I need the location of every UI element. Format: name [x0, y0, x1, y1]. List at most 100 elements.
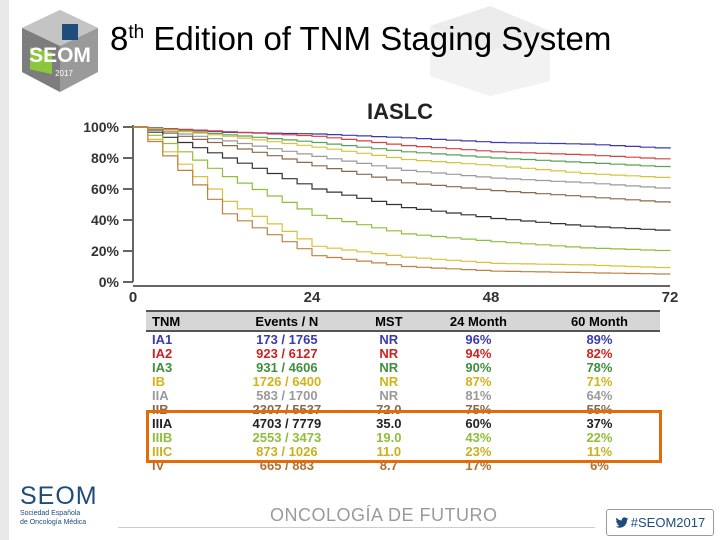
survival-60-month-cell: 55% — [586, 401, 613, 417]
mst-cell: 19.0 — [376, 429, 402, 445]
events-cell: 665 / 883 — [259, 457, 314, 471]
column-header-24-month: 24 Month — [417, 310, 539, 332]
survival-curve-iiic — [133, 126, 671, 269]
column-header-events: Events / N — [214, 310, 360, 332]
column-header-tnm: TNM — [146, 310, 214, 332]
survival-60-month-cell: 89% — [586, 331, 613, 347]
y-tick-label: 20% — [91, 243, 120, 259]
table-row: IA2 923 / 6127 NR 94% 82% — [146, 346, 660, 360]
survival-60-month-cell: 64% — [586, 387, 613, 403]
survival-curve-ia2 — [133, 126, 671, 160]
tnm-cell: IIIA — [152, 415, 173, 431]
survival-24-month-cell: 43% — [465, 429, 492, 445]
title-text: Edition of TNM Staging System — [144, 20, 612, 57]
title-superscript: th — [128, 22, 145, 43]
survival-curve-iiib — [133, 126, 671, 252]
tnm-cell: IIA — [152, 387, 169, 403]
footer-divider — [118, 527, 595, 528]
survival-60-month-cell: 82% — [586, 345, 613, 361]
tnm-cell: IIIB — [152, 429, 173, 445]
tnm-cell: IA3 — [152, 359, 173, 375]
survival-60-month-cell: 6% — [590, 457, 609, 471]
survival-24-month-cell: 87% — [465, 373, 492, 389]
logo-year-text: 2017 — [55, 69, 73, 78]
survival-60-month-cell: 71% — [586, 373, 613, 389]
logo-seom-text: SEOM — [29, 44, 91, 67]
tnm-cell: IIIC — [152, 443, 173, 459]
survival-60-month-cell: 78% — [586, 359, 613, 375]
seom-footer-name: SEOM — [20, 482, 98, 510]
events-cell: 2307 / 5537 — [252, 401, 322, 417]
survival-curve-ia3 — [133, 126, 671, 168]
survival-24-month-cell: 23% — [465, 443, 492, 459]
mst-cell: 8.7 — [379, 457, 398, 471]
events-cell: 1726 / 6400 — [252, 373, 322, 389]
mst-cell: 35.0 — [376, 415, 402, 431]
survival-24-month-cell: 94% — [465, 345, 492, 361]
tnm-cell: IB — [152, 373, 165, 389]
table-row: IA1 173 / 1765 NR 96% 89% — [146, 331, 660, 346]
y-tick-label: 40% — [91, 212, 120, 228]
survival-curve-ia1 — [133, 126, 671, 149]
mst-cell: NR — [379, 359, 399, 375]
table-row: IIA 583 / 1700 NR 81% 64% — [146, 388, 660, 402]
footer-tagline: ONCOLOGÍA DE FUTURO — [270, 505, 498, 525]
survival-60-month-cell: 22% — [586, 429, 613, 445]
mst-cell: NR — [379, 331, 399, 347]
events-cell: 931 / 4606 — [256, 359, 318, 375]
survival-24-month-cell: 90% — [465, 359, 492, 375]
survival-table: TNM Events / N MST 24 Month 60 Month IA1… — [146, 310, 660, 470]
table-header-row: TNM Events / N MST 24 Month 60 Month — [146, 310, 660, 332]
survival-60-month-cell: 11% — [586, 443, 613, 459]
tnm-cell: IIB — [152, 401, 169, 417]
y-tick-label: 60% — [91, 181, 120, 197]
cube-watermark — [430, 6, 550, 96]
y-tick-label: 80% — [91, 150, 120, 166]
twitter-bird-icon — [615, 516, 629, 528]
survival-curve-ib — [133, 126, 671, 179]
tnm-cell: IA2 — [152, 345, 173, 361]
seom-footer-subtitle-1: Sociedad Española — [20, 510, 81, 517]
events-cell: 583 / 1700 — [256, 387, 318, 403]
survival-curve-iv — [133, 126, 671, 275]
table-row: IB 1726 / 6400 NR 87% 71% — [146, 374, 660, 388]
hashtag-text: #SEOM2017 — [630, 515, 706, 530]
table-row: IA3 931 / 4606 NR 90% 78% — [146, 360, 660, 374]
column-header-60-month: 60 Month — [538, 310, 660, 332]
survival-24-month-cell: 81% — [465, 387, 492, 403]
seom-footer-subtitle-2: de Oncología Médica — [20, 519, 87, 526]
survival-curve-iia — [133, 126, 671, 189]
survival-60-month-cell: 37% — [586, 415, 613, 431]
y-tick-label: 100% — [83, 119, 119, 135]
mst-cell: 72.0 — [376, 401, 402, 417]
left-edge-strip — [0, 0, 9, 540]
events-cell: 873 / 1026 — [256, 443, 318, 459]
x-tick-label: 0 — [129, 289, 137, 306]
table-row: IIB 2307 / 5537 72.0 75% 55% — [146, 402, 660, 416]
x-tick-label: 48 — [483, 289, 500, 306]
survival-chart: IASLC 0% 20% 40% 60% 80% 100% 0 24 48 72 — [83, 99, 679, 306]
survival-curve-iib — [133, 126, 671, 203]
seom-cube-logo: SEOM 2017 — [22, 10, 98, 92]
hashtag-badge: #SEOM2017 — [606, 509, 714, 536]
title-number: 8 — [110, 20, 129, 57]
survival-table-container: TNM Events / N MST 24 Month 60 Month IA1… — [146, 310, 660, 470]
mst-cell: 11.0 — [376, 443, 402, 459]
survival-24-month-cell: 60% — [465, 415, 492, 431]
seom-footer-logo: SEOM Sociedad Española de Oncología Médi… — [20, 483, 98, 527]
table-row: IIIB 2553 / 3473 19.0 43% 22% — [146, 430, 660, 444]
mst-cell: NR — [379, 387, 399, 403]
slide-title: 8th Edition of TNM Staging System — [110, 20, 611, 58]
events-cell: 4703 / 7779 — [252, 415, 322, 431]
events-cell: 923 / 6127 — [256, 345, 318, 361]
x-tick-label: 72 — [662, 289, 679, 306]
survival-24-month-cell: 96% — [465, 331, 492, 347]
survival-24-month-cell: 17% — [465, 457, 492, 471]
tnm-cell: IA1 — [152, 331, 173, 347]
mst-cell: NR — [379, 373, 399, 389]
table-row: IIIC 873 / 1026 11.0 23% 11% — [146, 444, 660, 458]
x-tick-label: 24 — [304, 289, 321, 306]
y-tick-label: 0% — [99, 274, 120, 290]
mst-cell: NR — [379, 345, 399, 361]
column-header-mst: MST — [359, 310, 418, 332]
